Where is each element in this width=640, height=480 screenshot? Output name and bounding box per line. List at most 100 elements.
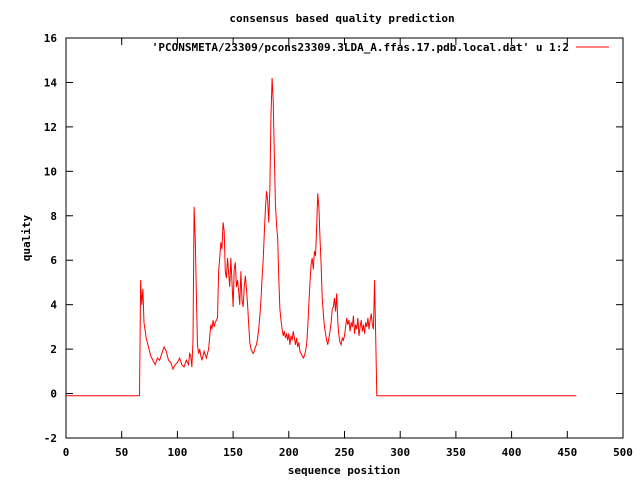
data-point bbox=[339, 342, 341, 343]
data-point bbox=[157, 357, 158, 359]
data-point bbox=[343, 339, 344, 341]
data-point bbox=[261, 277, 263, 279]
data-point bbox=[236, 286, 237, 288]
data-point bbox=[314, 251, 315, 252]
data-point bbox=[356, 328, 358, 330]
data-point bbox=[353, 315, 354, 317]
data-point bbox=[297, 346, 299, 348]
data-point bbox=[311, 257, 313, 259]
data-point bbox=[193, 206, 195, 208]
data-point bbox=[374, 279, 375, 281]
data-point bbox=[318, 206, 320, 208]
data-point bbox=[300, 353, 302, 354]
data-point bbox=[366, 326, 368, 328]
data-point bbox=[188, 364, 189, 365]
data-point bbox=[251, 351, 253, 352]
data-point bbox=[372, 324, 373, 325]
x-tick-label: 350 bbox=[446, 446, 466, 459]
data-point bbox=[142, 288, 144, 290]
data-point bbox=[327, 344, 329, 345]
data-point bbox=[249, 342, 251, 343]
data-point bbox=[294, 337, 295, 339]
data-point bbox=[259, 315, 261, 317]
data-point bbox=[226, 277, 227, 279]
data-point bbox=[267, 199, 268, 201]
x-axis-label: sequence position bbox=[288, 464, 401, 477]
data-point bbox=[286, 333, 287, 334]
data-point bbox=[191, 366, 193, 368]
y-tick-label: 6 bbox=[50, 254, 57, 267]
data-point bbox=[323, 313, 324, 314]
legend: 'PCONSMETA/23309/pcons23309.3LDA_A.ffas.… bbox=[152, 41, 609, 54]
x-tick-label: 50 bbox=[115, 446, 128, 459]
data-point bbox=[349, 331, 351, 332]
data-point bbox=[360, 319, 362, 321]
data-point bbox=[328, 337, 330, 339]
data-point bbox=[148, 346, 149, 348]
data-point bbox=[284, 331, 285, 332]
series-line bbox=[66, 77, 577, 397]
data-point bbox=[189, 353, 190, 354]
data-point bbox=[369, 319, 371, 321]
data-point bbox=[368, 328, 370, 330]
y-tick-label: 16 bbox=[44, 32, 58, 45]
data-point bbox=[211, 328, 213, 330]
data-point bbox=[238, 291, 239, 292]
data-point bbox=[161, 353, 163, 354]
data-point bbox=[212, 319, 214, 321]
data-point bbox=[139, 395, 140, 397]
data-point bbox=[304, 355, 305, 357]
data-point bbox=[258, 328, 260, 330]
data-point bbox=[270, 115, 272, 117]
data-point bbox=[359, 326, 361, 328]
data-point bbox=[333, 306, 334, 308]
data-point bbox=[287, 339, 288, 341]
x-tick-label: 450 bbox=[557, 446, 577, 459]
data-point bbox=[319, 237, 321, 239]
data-point bbox=[336, 293, 338, 294]
data-point bbox=[363, 324, 364, 325]
data-point bbox=[245, 275, 246, 277]
data-point bbox=[150, 355, 151, 357]
data-point bbox=[241, 299, 243, 301]
x-tick-label: 0 bbox=[63, 446, 70, 459]
y-tick-label: 0 bbox=[50, 388, 57, 401]
data-point bbox=[292, 331, 294, 332]
data-point bbox=[140, 279, 141, 281]
data-point bbox=[308, 304, 310, 305]
data-point bbox=[183, 366, 185, 368]
data-point bbox=[206, 357, 207, 359]
data-point bbox=[170, 362, 172, 363]
data-point bbox=[346, 317, 348, 319]
data-point bbox=[298, 342, 300, 343]
data-point bbox=[194, 237, 196, 239]
data-point bbox=[289, 344, 291, 345]
x-tick-label: 150 bbox=[223, 446, 243, 459]
data-point bbox=[316, 226, 317, 228]
data-point bbox=[331, 308, 333, 310]
data-point bbox=[154, 364, 156, 365]
data-point bbox=[214, 322, 216, 323]
y-axis-ticks: -2 0 2 4 6 8 10 12 14 16 bbox=[44, 32, 623, 445]
data-point bbox=[256, 344, 257, 345]
data-point bbox=[326, 339, 327, 341]
data-point bbox=[232, 306, 234, 308]
data-point bbox=[321, 297, 323, 299]
data-point bbox=[285, 337, 286, 339]
data-point bbox=[301, 355, 303, 357]
data-point bbox=[276, 224, 277, 225]
data-point bbox=[575, 395, 577, 397]
data-point bbox=[317, 193, 319, 194]
data-point bbox=[248, 324, 249, 325]
data-point bbox=[263, 233, 265, 234]
data-point bbox=[262, 259, 264, 261]
data-point bbox=[271, 77, 273, 79]
data-point bbox=[269, 188, 271, 190]
data-point bbox=[230, 257, 232, 259]
data-point bbox=[225, 271, 226, 272]
series-points bbox=[65, 77, 577, 397]
data-point bbox=[200, 355, 202, 357]
data-point bbox=[221, 248, 223, 250]
data-point bbox=[306, 344, 307, 345]
